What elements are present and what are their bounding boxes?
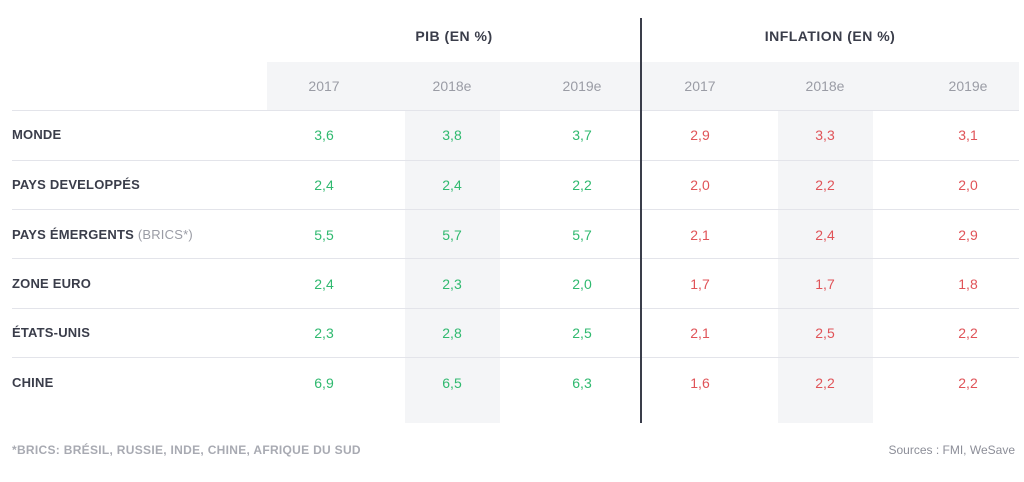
year-header-inflation-2018e: 2018e: [805, 78, 845, 94]
row-label-pays-emergents: PAYS ÉMERGENTS (BRICS*): [12, 227, 193, 242]
year-header-gdp-2017: 2017: [308, 78, 340, 94]
row-label-monde: MONDE: [12, 127, 61, 142]
inflation-value-2018e: 2,2: [815, 177, 835, 193]
row-separator: [12, 160, 1019, 161]
row-label-etats-unis: ÉTATS-UNIS: [12, 325, 90, 340]
gdp-value-2018e: 5,7: [442, 227, 462, 243]
gdp-value-2019e: 5,7: [572, 227, 592, 243]
row-separator: [12, 308, 1019, 309]
inflation-2018-column-shade: [778, 110, 873, 423]
year-header-inflation-2017: 2017: [684, 78, 716, 94]
row-label-text: PAYS DEVELOPPÉS: [12, 177, 140, 192]
inflation-group-header: INFLATION (EN %): [764, 28, 896, 44]
row-label-text: PAYS ÉMERGENTS: [12, 227, 134, 242]
brics-footnote: *BRICS: BRÉSIL, RUSSIE, INDE, CHINE, AFR…: [12, 443, 361, 457]
gdp-2018-column-shade: [405, 110, 500, 423]
inflation-value-2018e: 2,2: [815, 375, 835, 391]
inflation-value-2018e: 3,3: [815, 127, 835, 143]
gdp-value-2017: 6,9: [314, 375, 334, 391]
gdp-group-header: PIB (EN %): [415, 28, 493, 44]
row-label-chine: CHINE: [12, 375, 53, 390]
inflation-value-2017: 2,0: [690, 177, 710, 193]
row-label-zone-euro: ZONE EURO: [12, 276, 91, 291]
inflation-value-2019e: 2,2: [958, 325, 978, 341]
inflation-value-2019e: 2,9: [958, 227, 978, 243]
gdp-value-2019e: 3,7: [572, 127, 592, 143]
row-separator: [12, 209, 1019, 210]
gdp-value-2019e: 2,2: [572, 177, 592, 193]
year-header-inflation-2019e: 2019e: [948, 78, 988, 94]
inflation-value-2017: 1,6: [690, 375, 710, 391]
gdp-value-2017: 2,4: [314, 276, 334, 292]
inflation-value-2017: 1,7: [690, 276, 710, 292]
gdp-value-2018e: 6,5: [442, 375, 462, 391]
row-separator: [12, 258, 1019, 259]
header-separator: [12, 110, 1019, 111]
inflation-value-2017: 2,9: [690, 127, 710, 143]
inflation-value-2019e: 3,1: [958, 127, 978, 143]
gdp-value-2017: 3,6: [314, 127, 334, 143]
inflation-value-2019e: 2,0: [958, 177, 978, 193]
inflation-value-2018e: 1,7: [815, 276, 835, 292]
group-divider: [640, 18, 642, 423]
inflation-value-2018e: 2,5: [815, 325, 835, 341]
year-header-gdp-2019e: 2019e: [562, 78, 602, 94]
gdp-value-2019e: 6,3: [572, 375, 592, 391]
inflation-value-2018e: 2,4: [815, 227, 835, 243]
row-label-text: ÉTATS-UNIS: [12, 325, 91, 340]
gdp-value-2019e: 2,5: [572, 325, 592, 341]
row-label-pays-developpes: PAYS DEVELOPPÉS: [12, 177, 140, 192]
sources-text: Sources : FMI, WeSave: [888, 443, 1016, 457]
row-label-text: CHINE: [12, 375, 54, 390]
row-label-text: ZONE EURO: [12, 276, 92, 291]
inflation-value-2017: 2,1: [690, 325, 710, 341]
gdp-value-2017: 2,4: [314, 177, 334, 193]
gdp-value-2017: 2,3: [314, 325, 334, 341]
gdp-value-2018e: 3,8: [442, 127, 462, 143]
gdp-value-2019e: 2,0: [572, 276, 592, 292]
gdp-value-2018e: 2,4: [442, 177, 462, 193]
inflation-value-2019e: 2,2: [958, 375, 978, 391]
row-label-text: MONDE: [12, 127, 62, 142]
gdp-value-2018e: 2,3: [442, 276, 462, 292]
inflation-value-2017: 2,1: [690, 227, 710, 243]
row-label-subtext: (BRICS*): [137, 227, 193, 242]
gdp-value-2018e: 2,8: [442, 325, 462, 341]
column-header-band: [267, 62, 1019, 110]
gdp-value-2017: 5,5: [314, 227, 334, 243]
row-separator: [12, 357, 1019, 358]
year-header-gdp-2018e: 2018e: [432, 78, 472, 94]
inflation-value-2019e: 1,8: [958, 276, 978, 292]
